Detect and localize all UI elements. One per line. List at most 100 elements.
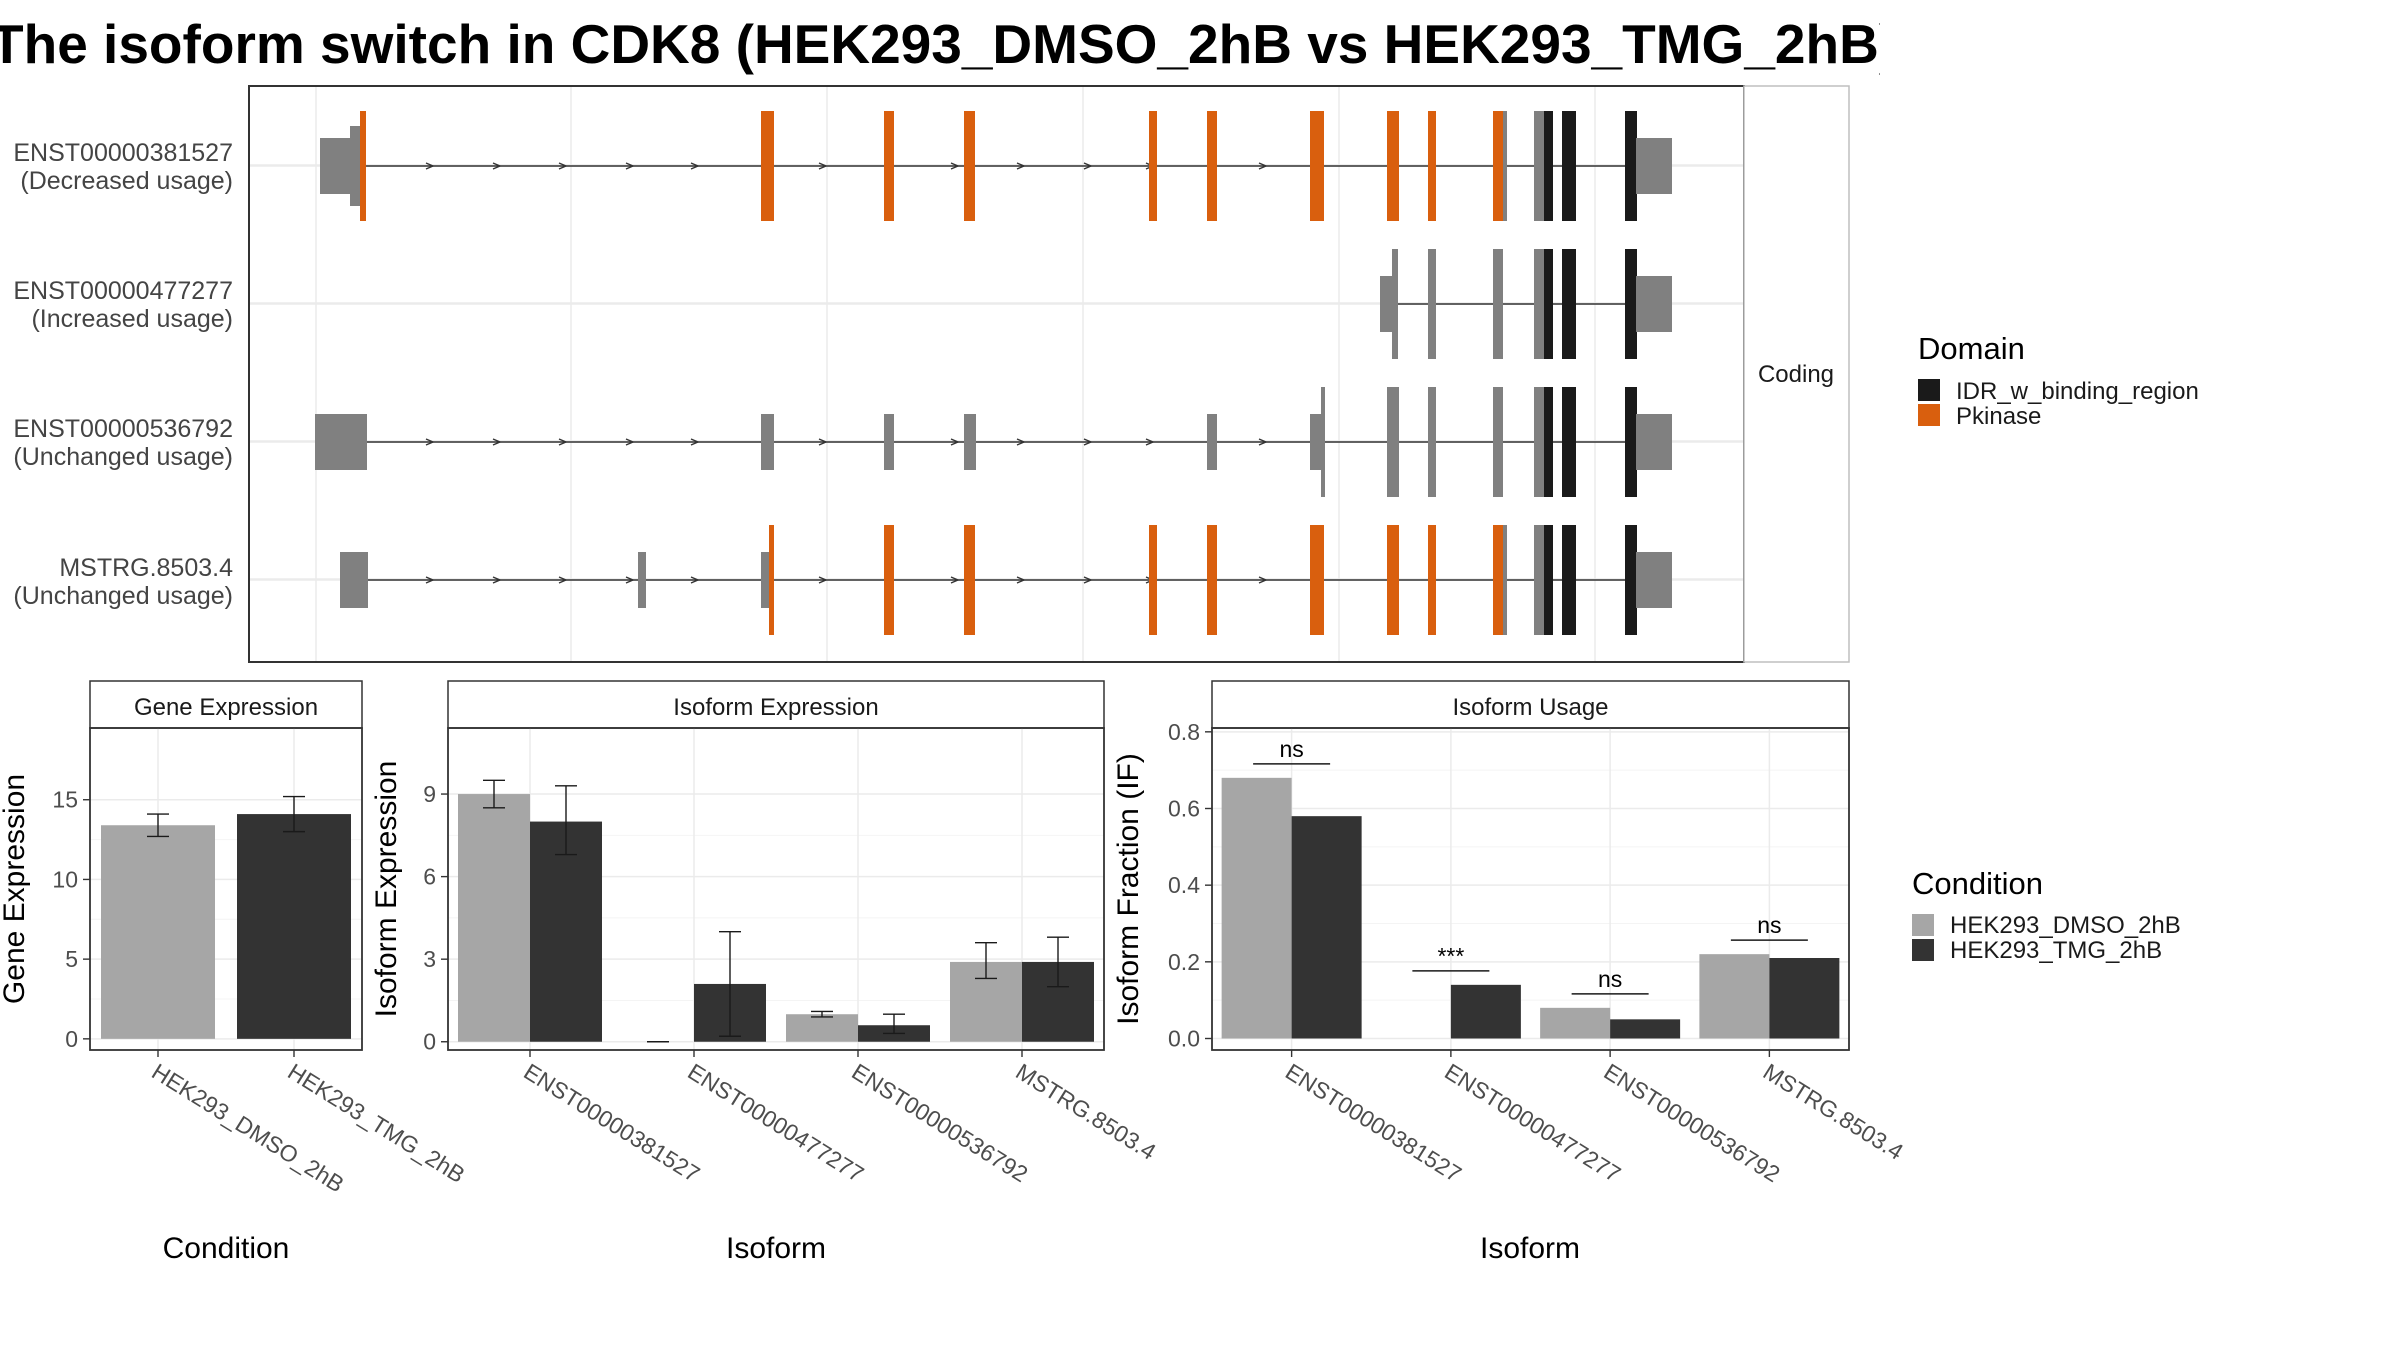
isoform-label-1-id: ENST00000381527 xyxy=(13,139,233,167)
exon xyxy=(340,552,368,608)
exon xyxy=(1503,525,1507,635)
exon xyxy=(360,111,366,221)
exon xyxy=(761,552,771,608)
exon xyxy=(1636,138,1672,194)
error-bar xyxy=(483,779,505,809)
y-tick-label: 0.0 xyxy=(1168,1026,1200,1052)
transcript-track-1 xyxy=(320,111,1672,221)
strand-arrow xyxy=(425,162,435,170)
exon xyxy=(761,111,774,221)
domain-legend: Domain IDR_w_binding_region Pkinase xyxy=(1918,331,2199,430)
strand-arrow xyxy=(690,162,700,170)
strand-arrow xyxy=(1258,576,1268,584)
legend-label-tmg: HEK293_TMG_2hB xyxy=(1950,937,2162,964)
strand-arrow xyxy=(1016,162,1026,170)
panel-strip xyxy=(1211,680,1850,729)
strand-arrow xyxy=(1145,438,1155,446)
exon xyxy=(1534,525,1544,635)
strand-arrow xyxy=(818,438,828,446)
y-tick-label: 9 xyxy=(423,781,436,807)
legend-label-idr: IDR_w_binding_region xyxy=(1956,378,2199,405)
strand-arrow xyxy=(1016,438,1026,446)
legend-key-tmg xyxy=(1912,939,1934,961)
strand-arrow xyxy=(818,162,828,170)
panel-border xyxy=(89,727,363,1051)
exon xyxy=(1392,249,1398,359)
exon xyxy=(1636,552,1672,608)
y-tick-label: 0.2 xyxy=(1168,949,1200,975)
bar-ENST00000381527-HEK293_DMSO_2hB xyxy=(1221,777,1292,1039)
strand-arrow xyxy=(950,438,960,446)
transcript-track-3 xyxy=(315,387,1672,497)
bar-ENST00000536792-HEK293_TMG_2hB xyxy=(1610,1019,1681,1039)
exon xyxy=(1534,111,1544,221)
error-bar xyxy=(975,941,997,980)
strand-arrow xyxy=(818,576,828,584)
strand-arrow xyxy=(950,576,960,584)
significance-label: ns xyxy=(1279,736,1303,762)
bar-HEK293_DMSO_2hB xyxy=(101,825,215,1039)
y-axis-title: Isoform Expression xyxy=(370,761,403,1018)
y-tick-label: 0.6 xyxy=(1168,796,1200,822)
x-tick-label: ENST00000381527 xyxy=(519,1058,704,1187)
error-bar xyxy=(147,813,169,838)
y-tick-label: 5 xyxy=(65,946,78,972)
exon xyxy=(1625,525,1637,635)
strand-arrow xyxy=(558,438,568,446)
exon xyxy=(1544,111,1553,221)
exon xyxy=(1207,111,1217,221)
strand-arrow xyxy=(625,438,635,446)
isoform-usage-panel: Isoform Usage ns *** ns ns 0.0 0.2 0.4 0.6 0.8 ENS… xyxy=(1112,680,1908,1265)
error-bar xyxy=(1047,936,1069,988)
exon xyxy=(1544,525,1553,635)
legend-label-pkinase: Pkinase xyxy=(1956,403,2041,430)
legend-key-pkinase xyxy=(1918,404,1940,426)
x-tick-label: ENST00000477277 xyxy=(683,1058,868,1187)
strand-arrow xyxy=(492,162,502,170)
exon xyxy=(1149,525,1157,635)
exon xyxy=(761,414,774,470)
exon xyxy=(1387,111,1399,221)
panel-strip xyxy=(447,680,1105,729)
panel-border xyxy=(1211,727,1850,1051)
exon xyxy=(1493,111,1503,221)
exon xyxy=(1380,276,1394,332)
exon xyxy=(1562,111,1576,221)
exon xyxy=(1636,414,1672,470)
exon xyxy=(1625,249,1637,359)
error-bar xyxy=(811,1010,833,1018)
coding-strip-label: Coding xyxy=(1758,361,1834,388)
isoform-label-4-id: MSTRG.8503.4 xyxy=(59,554,233,582)
isoform-label-2-usage: (Increased usage) xyxy=(31,305,233,333)
isoform-expression-panel: Isoform Expression0369ENST00000381527ENS… xyxy=(370,680,1161,1265)
strand-arrow xyxy=(1016,576,1026,584)
condition-legend-title: Condition xyxy=(1912,866,2043,901)
strand-arrow xyxy=(690,438,700,446)
exon xyxy=(1493,525,1503,635)
exon xyxy=(1387,525,1399,635)
y-axis-title: Isoform Fraction (IF) xyxy=(1112,753,1145,1025)
x-tick-label: MSTRG.8503.4 xyxy=(1759,1058,1908,1165)
y-tick-label: 0 xyxy=(65,1026,78,1052)
y-tick-label: 0.8 xyxy=(1168,719,1200,745)
exon xyxy=(1207,414,1217,470)
exon xyxy=(1534,387,1544,497)
bar-HEK293_TMG_2hB xyxy=(237,814,351,1039)
x-axis-title: Isoform xyxy=(1480,1232,1580,1265)
exon xyxy=(1544,387,1553,497)
y-tick-label: 10 xyxy=(52,866,78,892)
exon xyxy=(1428,249,1436,359)
exon xyxy=(1428,525,1436,635)
x-tick-label: MSTRG.8503.4 xyxy=(1011,1058,1160,1165)
bar-ENST00000381527-HEK293_TMG_2hB xyxy=(1291,816,1362,1039)
exon xyxy=(1310,525,1324,635)
strand-arrow xyxy=(625,576,635,584)
strand-arrow xyxy=(558,162,568,170)
strand-arrow xyxy=(492,576,502,584)
significance-label: *** xyxy=(1437,943,1464,969)
x-axis-title: Condition xyxy=(163,1232,290,1265)
exon xyxy=(1428,387,1436,497)
isoform-labels: ENST00000381527 (Decreased usage) ENST00… xyxy=(13,139,233,610)
exon xyxy=(1321,387,1325,497)
